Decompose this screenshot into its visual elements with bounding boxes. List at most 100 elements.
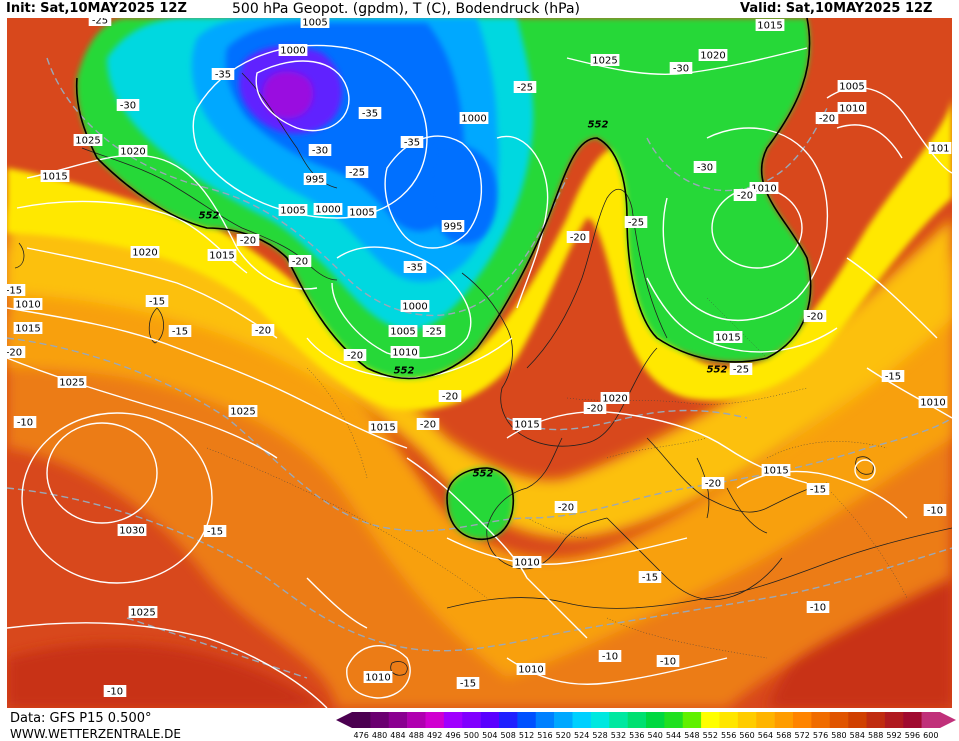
isotherm-label: -20 — [803, 310, 827, 323]
svg-text:-10: -10 — [17, 418, 33, 429]
legend-tick-label: 540 — [648, 731, 663, 740]
isotherm-label: -20 — [416, 418, 440, 431]
legend-tick-label: 552 — [703, 731, 718, 740]
isobar-label: 1015 — [40, 170, 70, 183]
isobar-label: 1010 — [512, 556, 542, 569]
isobar-label: 1010 — [918, 396, 948, 409]
svg-text:-20: -20 — [255, 326, 271, 337]
legend-tick-label: 588 — [868, 731, 883, 740]
legend-arrow-left — [336, 712, 352, 728]
isobar-label: 101 — [928, 142, 952, 155]
isobar-label: 1015 — [368, 421, 398, 434]
legend-swatch — [352, 712, 371, 728]
svg-text:-20: -20 — [558, 503, 574, 514]
legend-tick-label: 512 — [519, 731, 534, 740]
legend-swatch — [425, 712, 445, 728]
legend-tick-label: 504 — [482, 731, 497, 740]
svg-text:-20: -20 — [819, 114, 835, 125]
svg-text:-30: -30 — [673, 64, 689, 75]
svg-text:-20: -20 — [705, 479, 721, 490]
isotherm-label: -15 — [7, 284, 26, 297]
isobar-label: 1000 — [459, 112, 489, 125]
svg-text:-25: -25 — [628, 218, 644, 229]
legend-tick-label: 580 — [831, 731, 846, 740]
svg-text:1015: 1015 — [757, 21, 782, 32]
legend-tick-label: 544 — [666, 731, 681, 740]
temperature-isotherms — [7, 57, 952, 679]
legend-tick-label: 592 — [886, 731, 901, 740]
svg-text:1020: 1020 — [120, 147, 145, 158]
svg-text:-25: -25 — [517, 83, 533, 94]
legend-tick-label: 520 — [556, 731, 571, 740]
legend-swatch — [517, 712, 537, 728]
svg-text:1020: 1020 — [602, 394, 627, 405]
svg-text:-10: -10 — [660, 657, 676, 668]
isobar-label: 1000 — [313, 203, 343, 216]
svg-text:-20: -20 — [570, 233, 586, 244]
isotherm-label: -35 — [403, 261, 427, 274]
svg-text:1015: 1015 — [370, 423, 395, 434]
svg-text:-10: -10 — [810, 603, 826, 614]
legend-swatch — [462, 712, 481, 728]
color-legend: 476 480 484 488 492 496 500 504 508 512 516 520 524 5… — [336, 712, 956, 740]
svg-text:-25: -25 — [733, 365, 749, 376]
svg-text:1005: 1005 — [349, 208, 374, 219]
isobar-label: 1025 — [228, 405, 258, 418]
legend-tick-label: 492 — [427, 731, 442, 740]
init-time: Init: Sat,10MAY2025 12Z — [6, 1, 187, 16]
svg-text:1000: 1000 — [402, 302, 427, 313]
isotherm-label: -30 — [669, 62, 693, 75]
legend-tick-label: 556 — [721, 731, 736, 740]
legend-color-bar — [336, 712, 956, 728]
isobar-label: 1000 — [400, 300, 430, 313]
svg-text:-20: -20 — [7, 348, 22, 359]
isotherm-label: -15 — [203, 525, 227, 538]
forecast-map: 1005 1000 1015 1025 1020 1005 1010 101 1025 1020 1… — [7, 18, 952, 708]
chart-title: 500 hPa Geopot. (gpdm), T (C), Bodendruc… — [232, 1, 580, 17]
svg-text:1015: 1015 — [42, 172, 67, 183]
svg-text:-15: -15 — [810, 485, 826, 496]
isobar-label: 995 — [441, 220, 465, 233]
isotherm-label: -20 — [701, 477, 725, 490]
svg-text:-20: -20 — [737, 191, 753, 202]
isotherm-label: -20 — [583, 402, 607, 415]
geopotential-label: 552 — [707, 365, 728, 376]
isotherm-label: -25 — [624, 216, 648, 229]
svg-text:1000: 1000 — [461, 114, 486, 125]
svg-text:-30: -30 — [120, 101, 136, 112]
legend-swatch — [793, 712, 812, 728]
isobar-label: 1015 — [13, 322, 43, 335]
legend-tick-label: 568 — [776, 731, 791, 740]
svg-text:1025: 1025 — [592, 56, 617, 67]
legend-swatch — [921, 712, 941, 728]
svg-text:-15: -15 — [460, 679, 476, 690]
isotherm-label: -20 — [554, 501, 578, 514]
legend-tick-label: 516 — [537, 731, 552, 740]
svg-text:-10: -10 — [602, 652, 618, 663]
legend-swatch — [572, 712, 592, 728]
isotherm-label: -15 — [881, 370, 905, 383]
legend-swatch — [701, 712, 720, 728]
svg-text:-20: -20 — [442, 392, 458, 403]
svg-text:1025: 1025 — [59, 378, 84, 389]
svg-text:-15: -15 — [642, 573, 658, 584]
svg-text:1025: 1025 — [130, 608, 155, 619]
svg-text:-15: -15 — [172, 327, 188, 338]
site-name: WWW.WETTERZENTRALE.DE — [10, 727, 181, 741]
isobar-label: 1005 — [300, 18, 330, 29]
isotherm-label: -20 — [733, 189, 757, 202]
isobar-label: 1025 — [590, 54, 620, 67]
isotherm-label: -20 — [251, 324, 275, 337]
isotherm-label: -25 — [513, 81, 537, 94]
legend-tick-label: 560 — [739, 731, 754, 740]
svg-text:1010: 1010 — [920, 398, 945, 409]
svg-text:1010: 1010 — [751, 184, 776, 195]
svg-text:-20: -20 — [240, 236, 256, 247]
isotherm-label: -35 — [358, 107, 382, 120]
valid-time: Valid: Sat,10MAY2025 12Z — [740, 1, 933, 16]
svg-text:1015: 1015 — [514, 420, 539, 431]
coastlines — [14, 72, 952, 676]
geopotential-552-contour — [75, 18, 812, 540]
legend-tick-label: 524 — [574, 731, 589, 740]
